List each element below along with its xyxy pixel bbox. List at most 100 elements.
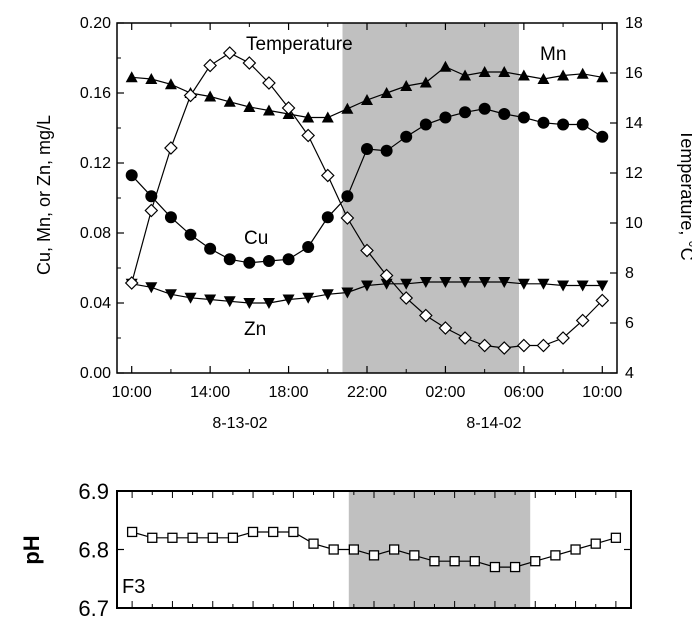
cu-data-point: [419, 118, 432, 131]
zn-data-point: [459, 277, 472, 288]
right-y-tick-label: 12: [625, 165, 643, 182]
x-tick-label: 22:00: [347, 384, 387, 401]
mn-data-point: [243, 101, 256, 112]
ph-data-point: [368, 550, 380, 561]
mn-data-point: [537, 73, 550, 84]
cu-data-point: [498, 108, 511, 120]
zn-data-point: [164, 289, 177, 301]
ph-data-point: [509, 561, 521, 573]
x-tick-label: 06:00: [504, 384, 544, 401]
zn-data-point: [576, 280, 589, 292]
left-y-tick-label: 0.00: [80, 365, 111, 382]
mn-data-point: [164, 78, 177, 90]
date-label-day2: 8-14-02: [466, 415, 521, 432]
mn-data-point: [557, 69, 570, 81]
zn-data-point: [380, 278, 393, 290]
right-y-tick-label: 6: [625, 315, 634, 332]
temperature-data-point: [438, 321, 453, 335]
cu-data-point: [341, 190, 354, 203]
ph-y-tick-label: 6.7: [78, 596, 109, 619]
temperature-data-point: [124, 276, 139, 290]
cu-data-point: [321, 211, 334, 224]
x-tick-label: 18:00: [269, 384, 309, 401]
temperature-data-point: [222, 46, 237, 60]
right-y-axis-label: Temperature, °C: [677, 129, 692, 260]
cu-data-point: [282, 253, 295, 266]
mn-data-point: [419, 76, 432, 88]
mn-data-point: [439, 60, 452, 72]
ph-data-point: [308, 538, 319, 549]
zn-data-point: [419, 277, 432, 288]
right-y-tick-label: 8: [625, 265, 634, 282]
temperature-data-point: [477, 338, 492, 353]
right-y-tick-label: 10: [625, 215, 643, 232]
cu-data-point: [380, 144, 393, 157]
ph-data-point: [247, 526, 259, 538]
zn-data-point: [262, 298, 275, 309]
cu-data-point: [439, 111, 452, 124]
temperature-data-point: [517, 338, 531, 353]
zn-data-point: [145, 282, 158, 294]
cu-data-point: [576, 118, 589, 131]
cu-data-point: [459, 106, 472, 119]
zn-data-point: [517, 278, 530, 290]
ph-data-point: [530, 556, 541, 567]
ph-y-tick-label: 6.9: [78, 479, 109, 504]
ph-shaded-region: [348, 491, 531, 608]
zn-data-point: [184, 292, 197, 304]
zn-data-point: [204, 294, 217, 306]
date-label-day1: 8-13-02: [212, 415, 267, 432]
temperature-data-point: [301, 128, 316, 143]
ph-data-point: [570, 544, 581, 555]
cu-data-point: [184, 228, 197, 241]
temperature-data-point: [203, 58, 217, 73]
ph-axis-ticks: 6.7 6.8 6.9: [78, 479, 631, 619]
cu-data-point: [243, 256, 256, 269]
temperature-data-point: [418, 308, 433, 323]
temperature-data-point: [458, 331, 472, 345]
temperature-data-point: [536, 338, 551, 353]
ph-data-point: [167, 532, 178, 543]
mn-data-point: [125, 71, 138, 83]
cu-data-point: [537, 116, 550, 129]
temperature-data-point: [497, 341, 512, 355]
cu-data-point: [557, 118, 570, 131]
cu-data-point: [361, 143, 373, 155]
mn-data-point: [223, 95, 236, 107]
cu-data-point: [204, 242, 217, 255]
mn-data-point: [478, 66, 491, 77]
ph-y-axis-label: pH: [19, 535, 44, 564]
left-y-axis-label: Cu, Mn, or Zn, mg/L: [34, 115, 54, 275]
temperature-series-label: Temperature: [246, 34, 353, 55]
ph-data-point: [288, 526, 299, 538]
zn-data-point: [596, 280, 609, 292]
ph-data-point: [469, 556, 480, 567]
ph-data-point: [489, 561, 501, 573]
left-y-tick-label: 0.12: [80, 155, 111, 172]
cu-series-label: Cu: [244, 228, 268, 249]
x-tick-label: 02:00: [425, 384, 465, 401]
ph-data-point: [449, 556, 460, 567]
zn-data-point: [341, 287, 354, 299]
top-series-layer: [124, 46, 610, 355]
mn-data-point: [459, 69, 472, 81]
ph-data-point: [187, 532, 198, 543]
zn-data-point: [282, 294, 295, 306]
ph-data-point: [147, 532, 158, 543]
zn-data-point: [243, 298, 256, 309]
temperature-data-point: [595, 293, 610, 308]
mn-data-point: [302, 111, 315, 123]
mn-data-point: [517, 69, 530, 81]
right-y-tick-label: 16: [625, 65, 643, 82]
x-tick-label: 10:00: [582, 384, 622, 401]
ph-y-tick-label: 6.8: [78, 538, 109, 563]
mn-data-point: [145, 73, 158, 84]
ph-data-point: [126, 526, 138, 538]
temperature-data-point: [340, 211, 355, 225]
mn-data-point: [262, 104, 275, 116]
cu-data-point: [302, 241, 315, 253]
ph-data-point: [550, 550, 561, 561]
left-y-tick-label: 0.20: [80, 15, 111, 32]
right-y-tick-label: 14: [625, 115, 643, 132]
mn-data-point: [341, 102, 354, 114]
